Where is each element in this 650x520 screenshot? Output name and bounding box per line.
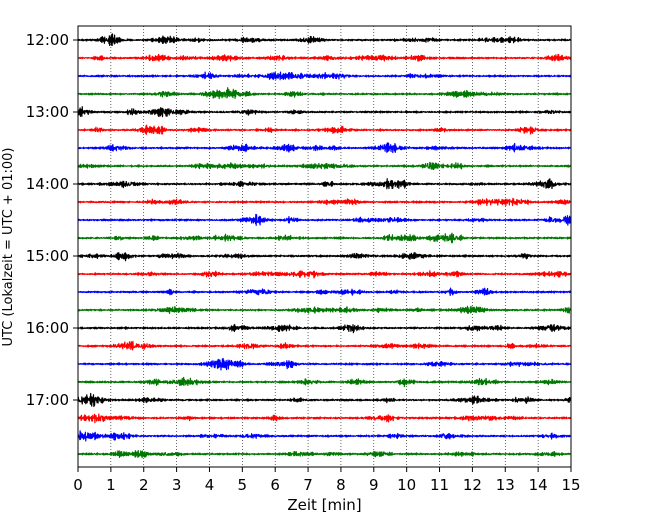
trace-1230 bbox=[77, 71, 572, 81]
x-tick-label: 15 bbox=[561, 476, 580, 494]
trace-1700 bbox=[77, 392, 572, 408]
y-tick-label: 14:00 bbox=[26, 175, 69, 193]
trace-1200 bbox=[77, 33, 572, 47]
trace-1330 bbox=[77, 142, 572, 154]
x-axis-ticks: 0 1 2 3 4 5 6 7 8 9 10 11 12 13 14 15 bbox=[73, 467, 581, 494]
trace-1715 bbox=[77, 413, 572, 424]
x-tick-label: 1 bbox=[106, 476, 116, 494]
trace-1345 bbox=[77, 161, 572, 171]
x-tick-label: 12 bbox=[463, 476, 482, 494]
x-tick-label: 14 bbox=[529, 476, 548, 494]
trace-1445 bbox=[77, 232, 572, 244]
trace-1215 bbox=[77, 53, 572, 62]
trace-1630 bbox=[77, 357, 572, 371]
x-tick-label: 4 bbox=[205, 476, 215, 494]
trace-1745 bbox=[77, 449, 572, 459]
y-tick-label: 17:00 bbox=[26, 391, 69, 409]
y-axis-ticks: 12:00 13:00 14:00 15:00 16:00 17:00 bbox=[26, 31, 78, 409]
x-tick-label: 10 bbox=[397, 476, 416, 494]
trace-1515 bbox=[77, 270, 572, 279]
trace-1415 bbox=[77, 197, 572, 207]
trace-1530 bbox=[77, 287, 572, 297]
trace-1645 bbox=[77, 376, 572, 388]
y-tick-label: 15:00 bbox=[26, 247, 69, 265]
y-tick-label: 16:00 bbox=[26, 319, 69, 337]
trace-1730 bbox=[77, 430, 572, 442]
x-tick-label: 8 bbox=[336, 476, 346, 494]
y-tick-label: 13:00 bbox=[26, 103, 69, 121]
x-tick-label: 2 bbox=[139, 476, 149, 494]
x-axis-label: Zeit [min] bbox=[287, 496, 361, 514]
y-tick-label: 12:00 bbox=[26, 31, 69, 49]
x-tick-label: 13 bbox=[496, 476, 515, 494]
x-tick-label: 3 bbox=[172, 476, 182, 494]
trace-1400 bbox=[77, 178, 572, 190]
x-tick-label: 9 bbox=[369, 476, 379, 494]
x-tick-label: 5 bbox=[238, 476, 248, 494]
x-tick-label: 7 bbox=[303, 476, 313, 494]
trace-1315 bbox=[77, 124, 572, 135]
x-tick-label: 6 bbox=[270, 476, 280, 494]
x-tick-label: 0 bbox=[73, 476, 83, 494]
trace-1615 bbox=[77, 340, 572, 351]
x-tick-label: 11 bbox=[430, 476, 449, 494]
trace-1600 bbox=[77, 323, 572, 334]
trace-1500 bbox=[77, 251, 572, 262]
trace-1245 bbox=[77, 87, 572, 100]
trace-1545 bbox=[77, 305, 572, 315]
y-axis-label: UTC (Lokalzeit = UTC + 01:00) bbox=[1, 148, 16, 347]
trace-1430 bbox=[77, 213, 572, 226]
seismic-traces bbox=[77, 33, 572, 459]
plot-frame bbox=[77, 25, 572, 468]
trace-1300 bbox=[77, 106, 572, 118]
